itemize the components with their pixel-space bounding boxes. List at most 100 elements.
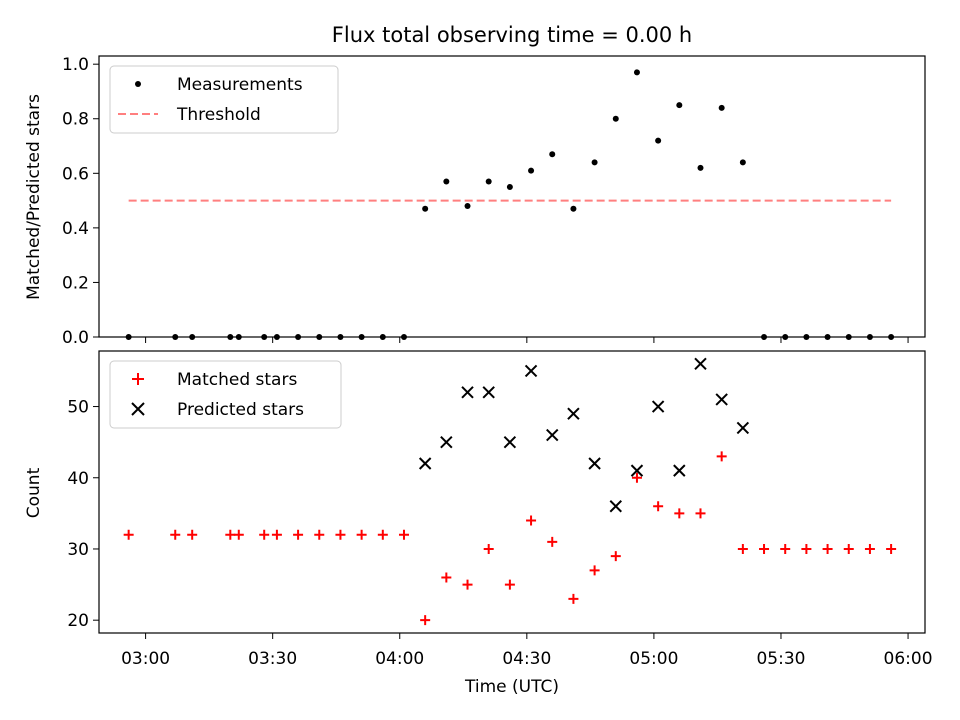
y-tick-label: 20 — [67, 611, 89, 631]
data-point — [843, 543, 854, 554]
data-point — [443, 178, 450, 185]
data-point — [759, 543, 770, 554]
data-point — [591, 159, 598, 166]
data-point — [293, 529, 304, 540]
y-tick-label: 0.0 — [62, 328, 89, 348]
axes-frame — [98, 350, 926, 634]
x-tick-label: 05:30 — [756, 649, 805, 669]
data-point — [718, 104, 725, 111]
data-point — [356, 529, 367, 540]
data-point — [736, 421, 750, 435]
data-point — [716, 451, 727, 462]
data-point — [864, 543, 875, 554]
data-point — [715, 393, 728, 406]
data-point — [739, 159, 746, 166]
legend-swatch — [132, 373, 144, 385]
data-point — [549, 151, 556, 158]
data-point — [676, 102, 683, 109]
y-tick-label: 40 — [67, 469, 89, 489]
data-point — [377, 529, 388, 540]
data-point — [461, 386, 474, 399]
legend-label: Matched stars — [177, 370, 297, 390]
data-point — [441, 572, 452, 583]
x-tick-label: 04:00 — [375, 649, 424, 669]
data-point — [651, 400, 665, 413]
data-point — [546, 428, 559, 442]
data-point — [737, 543, 748, 554]
data-point — [225, 529, 236, 540]
data-point — [588, 457, 601, 470]
data-point — [547, 536, 558, 547]
data-point — [482, 386, 495, 399]
data-point — [610, 551, 621, 562]
data-point — [506, 183, 513, 190]
x-tick-label: 05:00 — [629, 649, 678, 669]
series-matched-stars — [123, 451, 897, 626]
data-point — [609, 500, 622, 513]
axes-frame — [98, 55, 926, 338]
data-point — [187, 529, 198, 540]
data-point — [422, 205, 429, 212]
y-tick-label: 1.0 — [62, 55, 89, 75]
y-axis-label-top: Matched/Predicted stars — [24, 94, 44, 300]
y-tick-label: 0.6 — [62, 164, 89, 184]
data-point — [271, 529, 282, 540]
data-point — [653, 501, 664, 512]
legend-label: Measurements — [177, 75, 303, 95]
legend-box — [109, 360, 342, 429]
legend-swatch — [131, 402, 145, 416]
data-point — [398, 529, 409, 540]
data-point — [420, 615, 431, 626]
data-point — [485, 178, 492, 185]
y-tick-label: 30 — [67, 540, 89, 560]
data-point — [674, 508, 685, 519]
data-point — [695, 508, 706, 519]
data-point — [694, 357, 707, 371]
data-point — [418, 457, 432, 470]
data-point — [567, 407, 580, 420]
data-point — [440, 435, 453, 449]
data-point — [568, 593, 579, 604]
data-point — [612, 115, 619, 122]
bottom-panel: 20 30 40 50 03:00 03:30 04:00 04:30 05:00 05:30 06… — [67, 350, 933, 669]
data-point — [483, 543, 494, 554]
x-tick-label: 03:00 — [121, 649, 170, 669]
data-point — [464, 203, 471, 210]
data-point — [633, 69, 640, 76]
y-tick-label: 0.8 — [62, 110, 89, 130]
series-predicted-stars — [418, 357, 750, 513]
legend: Measurements Threshold — [109, 65, 339, 134]
data-point — [630, 464, 644, 477]
x-tick-label: 06:00 — [884, 649, 933, 669]
legend-swatch — [135, 81, 141, 87]
data-point — [673, 464, 686, 477]
data-point — [314, 529, 325, 540]
y-tick-label: 0.4 — [62, 219, 89, 239]
legend-label: Predicted stars — [177, 400, 304, 420]
data-point — [570, 205, 577, 212]
y-tick-label: 50 — [67, 398, 89, 418]
legend: Matched stars Predicted stars — [109, 360, 342, 429]
data-point — [526, 515, 537, 526]
top-panel: 0.0 0.2 0.4 0.6 0.8 1.0 Measurements Threshold — [62, 55, 926, 348]
data-point — [780, 543, 791, 554]
data-point — [462, 579, 473, 590]
data-point — [589, 565, 600, 576]
legend-label: Threshold — [176, 105, 261, 125]
data-point — [697, 164, 704, 171]
x-tick-label: 04:30 — [502, 649, 551, 669]
data-point — [259, 529, 270, 540]
data-point — [822, 543, 833, 554]
y-tick-label: 0.2 — [62, 273, 89, 293]
x-tick-label: 03:30 — [248, 649, 297, 669]
data-point — [335, 529, 346, 540]
data-point — [123, 529, 134, 540]
data-point — [170, 529, 181, 540]
data-point — [886, 543, 897, 554]
data-point — [655, 137, 662, 144]
data-point — [801, 543, 812, 554]
data-point — [524, 364, 538, 378]
y-axis-label-bottom: Count — [24, 467, 44, 518]
data-point — [504, 579, 515, 590]
